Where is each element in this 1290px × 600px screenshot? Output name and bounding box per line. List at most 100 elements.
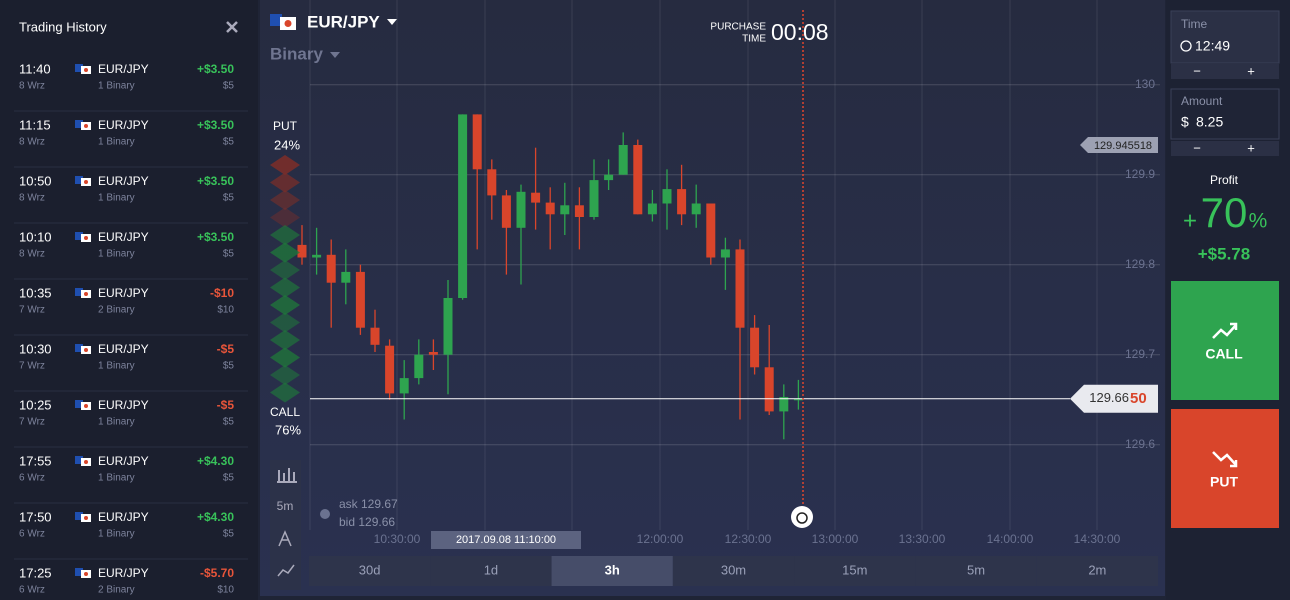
candle-body <box>779 397 789 412</box>
period-label[interactable]: 5m <box>967 562 985 577</box>
candle-body <box>458 114 468 299</box>
period-tab[interactable] <box>309 556 431 586</box>
call-label: CALL <box>270 405 300 419</box>
trade-time: 17:50 <box>19 509 52 524</box>
period-label[interactable]: 15m <box>842 562 867 577</box>
dropdown-icon[interactable] <box>330 52 340 58</box>
sentiment-chevron <box>270 172 300 193</box>
flag-jp-dot <box>284 20 292 27</box>
trade-asset: EUR/JPY <box>98 118 149 132</box>
y-tick-label: 129.6 <box>1125 437 1155 451</box>
period-tab[interactable] <box>430 556 552 586</box>
trade-asset: EUR/JPY <box>98 510 149 524</box>
amount-plus[interactable]: + <box>1247 140 1255 155</box>
trade-amount: $5 <box>223 417 235 428</box>
candle-body <box>720 249 730 258</box>
flag-jp-dot <box>84 348 88 352</box>
trade-option: 1 Binary <box>98 137 135 148</box>
ask-price: ask 129.67 <box>339 497 398 511</box>
candle-body <box>531 192 541 203</box>
amount-label: Amount <box>1181 94 1223 108</box>
period-label[interactable]: 30m <box>721 562 746 577</box>
trade-option: 1 Binary <box>98 193 135 204</box>
asset-title[interactable]: EUR/JPY <box>307 12 380 31</box>
x-tick-label: 12:30:00 <box>725 532 772 546</box>
x-tick-label: 10:30:00 <box>374 532 421 546</box>
trade-result: +$4.30 <box>197 454 234 468</box>
cursor-time: 2017.09.08 11:10:00 <box>456 534 556 546</box>
trade-amount: $10 <box>217 305 234 316</box>
interval-button[interactable]: 5m <box>277 499 294 513</box>
flag-jp-dot <box>84 68 88 72</box>
sentiment-chevron <box>270 330 300 350</box>
bid-price: bid 129.66 <box>339 515 395 529</box>
current-price: 129.66 <box>1089 390 1129 405</box>
period-label[interactable]: 2m <box>1088 562 1106 577</box>
purchase-label: TIME <box>742 34 766 45</box>
amount-minus[interactable]: − <box>1193 140 1201 155</box>
draw-icon[interactable] <box>278 530 292 547</box>
candle-body <box>399 378 409 394</box>
sentiment-chevron <box>270 347 300 368</box>
trade-date: 8 Wrz <box>19 137 45 148</box>
candle-body <box>326 254 336 283</box>
time-minus[interactable]: − <box>1193 63 1201 78</box>
amount-box[interactable] <box>1170 88 1280 140</box>
trade-asset: EUR/JPY <box>98 286 149 300</box>
candle-body <box>341 271 351 283</box>
profit-unit: % <box>1249 210 1268 233</box>
candles-icon[interactable] <box>277 468 297 483</box>
flag-jp-dot <box>84 236 88 240</box>
dropdown-icon[interactable] <box>387 19 397 25</box>
trade-time: 10:35 <box>19 285 52 300</box>
candle-body <box>297 244 307 258</box>
flag-eu <box>75 456 83 464</box>
period-tab[interactable] <box>672 556 795 586</box>
trade-asset: EUR/JPY <box>98 62 149 76</box>
candle-body <box>706 203 716 258</box>
time-box[interactable] <box>1170 10 1280 64</box>
period-tab[interactable] <box>1036 556 1158 586</box>
put-button[interactable] <box>1171 409 1279 528</box>
trade-amount: $5 <box>223 529 235 540</box>
sentiment-chevron <box>270 242 300 263</box>
trade-time: 17:25 <box>19 565 52 580</box>
time-plus[interactable]: + <box>1247 63 1255 78</box>
trade-time: 10:25 <box>19 397 52 412</box>
clock-icon <box>1180 40 1192 52</box>
mode-select[interactable]: Binary <box>270 44 323 63</box>
trade-date: 6 Wrz <box>19 585 45 596</box>
period-tab[interactable] <box>915 556 1037 586</box>
sentiment-chevron <box>270 155 300 175</box>
y-tick-label: 129.8 <box>1125 257 1155 271</box>
amount-stepper <box>1171 141 1279 156</box>
help-icon[interactable] <box>320 509 330 519</box>
stopwatch-icon <box>796 512 808 524</box>
trade-option: 1 Binary <box>98 249 135 260</box>
trade-amount: $5 <box>223 249 235 260</box>
trade-option: 2 Binary <box>98 305 135 316</box>
close-icon[interactable] <box>226 21 238 33</box>
candle-body <box>428 352 438 355</box>
amount-value[interactable]: 8.25 <box>1196 114 1223 130</box>
time-label: Time <box>1181 17 1208 31</box>
flag-eu <box>270 14 282 26</box>
trade-result: +$3.50 <box>197 230 234 244</box>
period-tab[interactable] <box>551 556 673 586</box>
flag-eu <box>75 344 83 352</box>
period-label[interactable]: 1d <box>484 562 498 577</box>
put-share: 24% <box>274 137 300 152</box>
indicator-icon[interactable] <box>277 564 295 577</box>
put-icon <box>1212 451 1238 468</box>
candle-body <box>618 145 628 175</box>
period-label[interactable]: 30d <box>359 562 381 577</box>
sidebar <box>0 0 258 600</box>
candle-body <box>574 205 584 217</box>
period-label[interactable]: 3h <box>605 562 620 577</box>
call-button[interactable] <box>1171 281 1279 400</box>
trade-asset: EUR/JPY <box>98 174 149 188</box>
period-tab[interactable] <box>794 556 916 586</box>
trade-date: 8 Wrz <box>19 193 45 204</box>
